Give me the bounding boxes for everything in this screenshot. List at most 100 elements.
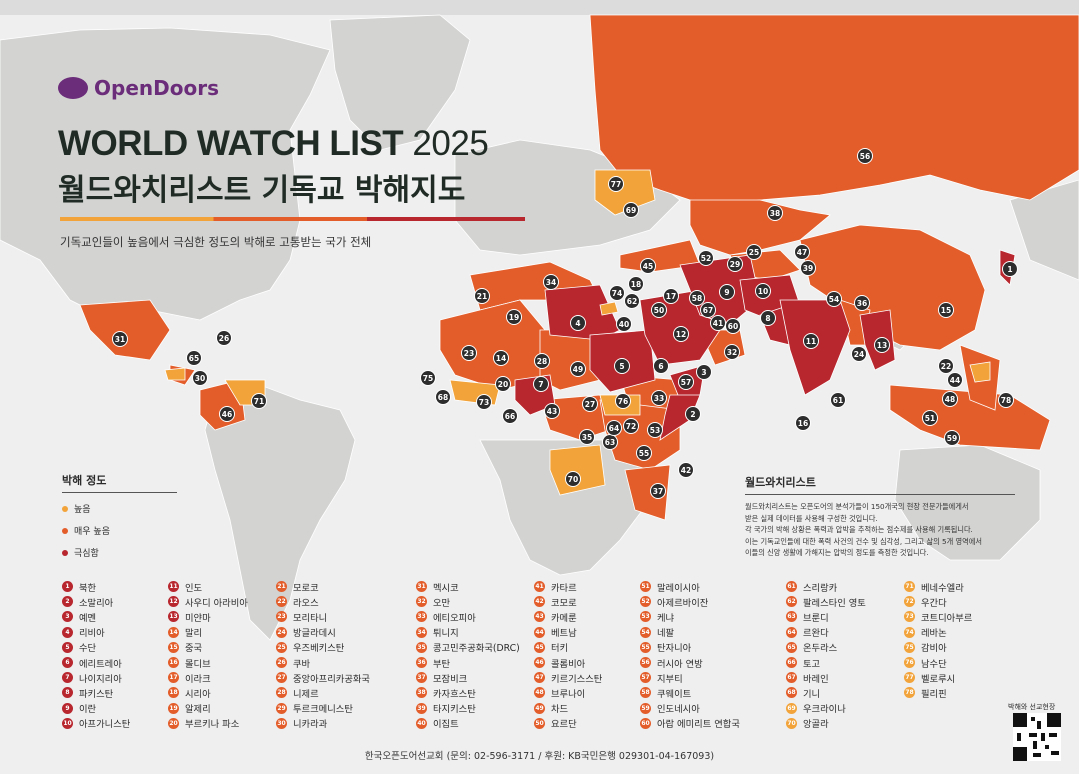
rank-item: 66 토고 (786, 655, 901, 670)
marker-label: 40 (619, 320, 629, 329)
marker-circle (794, 244, 810, 260)
marker-circle (678, 462, 694, 478)
rank-badge: 8 (62, 687, 73, 699)
marker-circle (506, 309, 522, 325)
marker-circle (830, 392, 846, 408)
marker-label: 16 (798, 419, 808, 428)
marker-circle (653, 358, 669, 374)
marker-circle (800, 260, 816, 276)
map-rank-marker: 78 (998, 392, 1014, 408)
legend: 박해 정도 높음 매우 높음 극심함 (62, 472, 177, 559)
marker-label: 29 (730, 260, 740, 269)
rank-item: 39 타지키스탄 (416, 701, 531, 716)
marker-label: 31 (115, 335, 125, 344)
country-name: 레바논 (921, 628, 947, 640)
country-name: 리비아 (79, 628, 105, 640)
about-body: 월드와치리스트는 오픈도어의 분석가들이 150개국의 현장 전문가들에게서 받… (745, 501, 1015, 559)
country-name: 부르키나 파소 (185, 719, 240, 731)
rank-item: 22 라오스 (276, 594, 391, 609)
rank-badge: 10 (62, 717, 73, 729)
country-name: 남수단 (921, 658, 947, 670)
rank-badge: 22 (276, 596, 287, 608)
marker-circle (614, 358, 630, 374)
marker-circle (724, 344, 740, 360)
marker-circle (435, 389, 451, 405)
map-rank-marker: 50 (651, 302, 667, 318)
map-rank-marker: 38 (767, 205, 783, 221)
rank-column: 11 인도 12 사우디 아라비아 13 미얀마 14 말리 15 중국 16 몰디브 17 이라크 18 시… (168, 579, 283, 731)
country-name: 아제르바이잔 (657, 597, 709, 609)
country-name: 쿠웨이트 (657, 688, 692, 700)
rank-item: 26 쿠바 (276, 655, 391, 670)
marker-circle (689, 290, 705, 306)
rank-badge: 77 (904, 672, 915, 684)
map-rank-marker: 66 (502, 408, 518, 424)
marker-label: 54 (829, 295, 839, 304)
map-rank-marker: 62 (624, 293, 640, 309)
qr-code-icon[interactable] (1013, 713, 1061, 761)
country-name: 토고 (803, 658, 821, 670)
country-name: 방글라데시 (293, 628, 336, 640)
rank-badge: 67 (786, 672, 797, 684)
rank-item: 32 오만 (416, 594, 531, 609)
marker-label: 20 (498, 380, 508, 389)
country-name: 스리랑카 (803, 582, 838, 594)
rank-badge: 1 (62, 581, 73, 593)
rank-badge: 12 (168, 596, 179, 608)
marker-circle (647, 422, 663, 438)
rank-badge: 32 (416, 596, 427, 608)
marker-label: 53 (650, 426, 660, 435)
rank-item: 42 코모로 (534, 594, 649, 609)
rank-column: 31 멕시코 32 오만 33 에티오피아 34 튀니지 35 콩고민주공화국(DRC) 36 부탄 3… (416, 579, 531, 731)
rank-badge: 69 (786, 702, 797, 714)
rank-badge: 52 (640, 596, 651, 608)
map-rank-marker: 74 (609, 285, 625, 301)
marker-label: 75 (423, 374, 433, 383)
country-name: 베네수엘라 (921, 582, 964, 594)
rank-badge: 61 (786, 581, 797, 593)
rank-item: 74 레바논 (904, 625, 1019, 640)
rank-item: 13 미얀마 (168, 609, 283, 624)
rank-badge: 47 (534, 672, 545, 684)
marker-circle (112, 331, 128, 347)
map-rank-marker: 52 (698, 250, 714, 266)
rank-badge: 27 (276, 672, 287, 684)
rank-item: 8 파키스탄 (62, 685, 177, 700)
marker-label: 17 (666, 292, 676, 301)
map-rank-marker: 68 (435, 389, 451, 405)
rank-item: 45 터키 (534, 640, 649, 655)
rank-item: 24 방글라데시 (276, 625, 391, 640)
rank-item: 15 중국 (168, 640, 283, 655)
marker-circle (857, 148, 873, 164)
rank-badge: 58 (640, 687, 651, 699)
marker-circle (186, 350, 202, 366)
rank-item: 71 베네수엘라 (904, 579, 1019, 594)
marker-circle (623, 202, 639, 218)
marker-label: 65 (189, 354, 199, 363)
marker-label: 73 (479, 398, 489, 407)
map-rank-marker: 57 (678, 374, 694, 390)
rank-item: 16 몰디브 (168, 655, 283, 670)
marker-label: 18 (631, 280, 641, 289)
marker-label: 58 (692, 294, 702, 303)
map-rank-marker: 14 (493, 350, 509, 366)
map-rank-marker: 30 (192, 370, 208, 386)
rank-badge: 45 (534, 641, 545, 653)
marker-label: 64 (609, 424, 619, 433)
marker-circle (673, 326, 689, 342)
rank-item: 12 사우디 아라비아 (168, 594, 283, 609)
rank-item: 47 키르기스스탄 (534, 670, 649, 685)
map-rank-marker: 33 (651, 390, 667, 406)
rank-item: 9 이란 (62, 701, 177, 716)
marker-label: 77 (611, 180, 621, 189)
rank-item: 55 탄자니아 (640, 640, 755, 655)
rank-item: 52 아제르바이잔 (640, 594, 755, 609)
marker-label: 25 (749, 248, 759, 257)
rank-item: 69 우크라이나 (786, 701, 901, 716)
map-rank-marker: 63 (602, 434, 618, 450)
rank-badge: 75 (904, 641, 915, 653)
country-name: 투르크메니스탄 (293, 704, 353, 716)
marker-label: 9 (724, 288, 729, 297)
country-name: 수단 (79, 643, 97, 655)
rank-item: 48 브루나이 (534, 685, 649, 700)
